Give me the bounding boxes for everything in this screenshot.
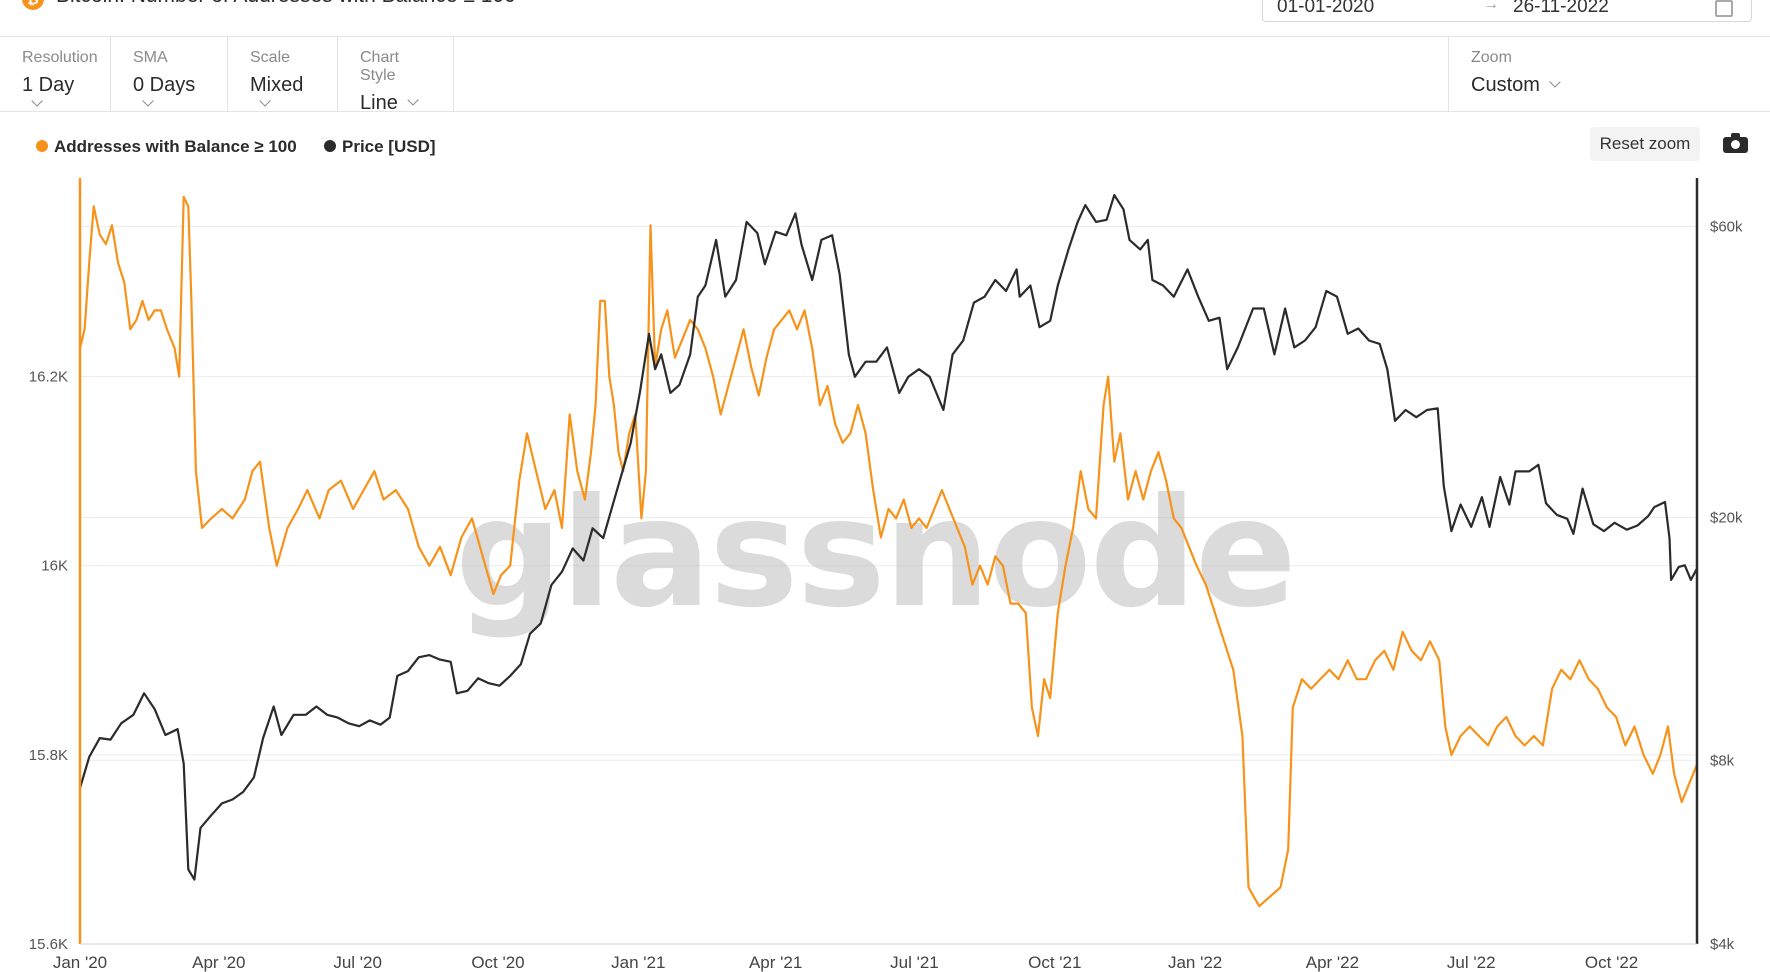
x-tick-label: Jul '22 [1447,953,1496,972]
x-tick-label: Apr '21 [749,953,802,972]
chart-style-value[interactable]: Line [360,92,398,114]
x-tick-label: Oct '20 [471,953,524,972]
y-right-tick-label: $20k [1710,509,1743,526]
legend-label-addresses: Addresses with Balance ≥ 100 [54,137,297,156]
resolution-label: Resolution [22,49,98,66]
page-title: Bitcoin: Number of Addresses with Balanc… [56,0,516,8]
scale-value[interactable]: Mixed [250,74,304,96]
series-line-price [78,194,1698,881]
y-left-tick-label: 15.8K [29,747,68,764]
legend-item-addresses[interactable]: Addresses with Balance ≥ 100 [36,137,297,157]
y-right-tick-label: $8k [1710,752,1735,769]
zoom-label: Zoom [1471,49,1512,66]
date-end-input[interactable]: 26-11-2022 [1513,0,1609,17]
camera-icon[interactable] [1723,133,1748,153]
sma-value[interactable]: 0 Days [133,74,196,96]
resolution-value[interactable]: 1 Day [22,74,75,96]
header-bar: ₿ Bitcoin: Number of Addresses with Bala… [0,0,1770,37]
y-right-tick-label: $60k [1710,218,1743,235]
sma-label: SMA [133,49,168,66]
chart-style-dropdown[interactable]: Chart Style Line [338,37,454,114]
date-range-picker[interactable]: 01-01-2020 → 26-11-2022 [1262,0,1752,22]
x-tick-label: Jul '21 [890,953,939,972]
x-tick-label: Jan '22 [1168,953,1222,972]
x-tick-label: Jan '21 [611,953,665,972]
resolution-dropdown[interactable]: Resolution 1 Day [0,37,111,111]
y-right-tick-label: $4k [1710,936,1735,953]
legend-label-price: Price [USD] [342,137,436,156]
series-line-addresses [78,195,1699,908]
chart-controls: Resolution 1 Day SMA 0 Days Scale Mixed … [0,37,1770,114]
legend-item-price[interactable]: Price [USD] [324,137,436,157]
watermark-text: glassnode [455,467,1295,641]
y-left-tick-label: 15.6K [29,936,68,953]
scale-dropdown[interactable]: Scale Mixed [228,37,338,111]
zoom-value[interactable]: Custom [1471,74,1540,96]
chart-style-label: Chart Style [360,49,400,84]
calendar-icon[interactable] [1715,0,1733,17]
legend-dot-addresses [36,140,48,152]
bitcoin-icon: ₿ [22,0,44,10]
x-tick-label: Oct '22 [1585,953,1638,972]
zoom-dropdown[interactable]: Zoom Custom [1448,37,1770,111]
sma-dropdown[interactable]: SMA 0 Days [111,37,228,111]
date-start-input[interactable]: 01-01-2020 [1277,0,1375,17]
camera-top [1731,133,1740,139]
x-tick-label: Jul '20 [333,953,382,972]
x-tick-label: Oct '21 [1028,953,1081,972]
reset-zoom-button[interactable]: Reset zoom [1590,127,1700,161]
camera-lens [1731,140,1740,149]
y-left-tick-label: 16.2K [29,369,68,386]
arrow-right-icon: → [1483,0,1499,13]
x-tick-label: Apr '20 [192,953,245,972]
x-tick-label: Jan '20 [53,953,107,972]
x-tick-label: Apr '22 [1306,953,1359,972]
scale-label: Scale [250,49,291,66]
legend-dot-price [324,140,336,152]
y-left-tick-label: 16K [41,558,68,575]
